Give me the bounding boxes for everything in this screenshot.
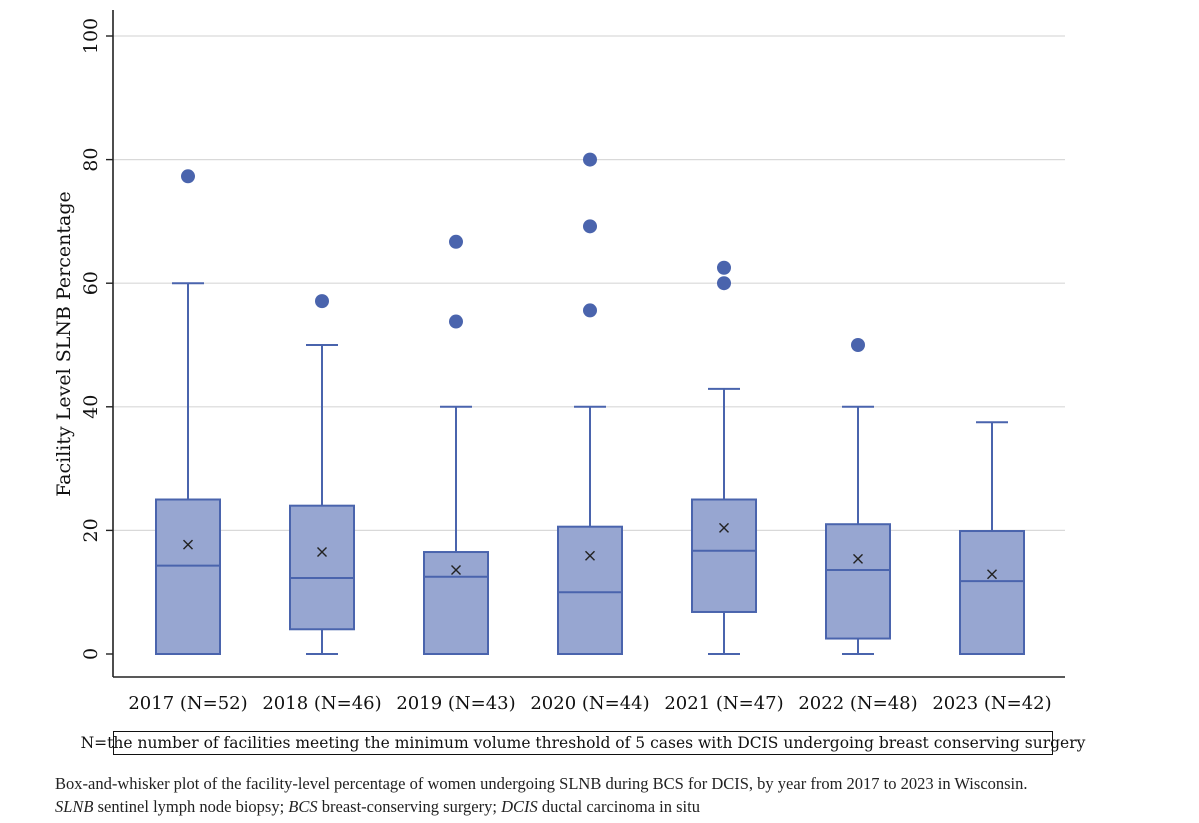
box-2 xyxy=(423,234,489,656)
iqr-box xyxy=(691,498,757,613)
footnote-box: N=the number of facilities meeting the m… xyxy=(81,731,1085,755)
y-tick-label: 0 xyxy=(80,648,102,660)
box-1 xyxy=(289,294,355,655)
figure-caption: Box-and-whisker plot of the facility-lev… xyxy=(55,772,1185,818)
x-tick-label: 2019 (N=43) xyxy=(396,693,515,714)
x-tick-label: 2020 (N=44) xyxy=(530,693,649,714)
boxes xyxy=(155,152,1025,656)
y-axis-label: Facility Level SLNB Percentage xyxy=(53,191,75,496)
x-tick-label: 2021 (N=47) xyxy=(664,693,783,714)
abbr-slnb: SLNB xyxy=(55,797,94,816)
iqr-box xyxy=(155,498,221,655)
y-tick-label: 40 xyxy=(80,395,102,419)
outlier-point xyxy=(449,234,463,249)
box-3 xyxy=(557,152,623,656)
outlier-point xyxy=(583,303,597,318)
outlier-point xyxy=(181,169,195,184)
outlier-point xyxy=(315,294,329,309)
mean-marker xyxy=(719,522,729,533)
box-0 xyxy=(155,169,221,655)
y-tick-label: 80 xyxy=(80,148,102,172)
x-tick-label: 2018 (N=46) xyxy=(262,693,381,714)
outlier-point xyxy=(851,338,865,352)
iqr-box xyxy=(959,530,1025,656)
abbr-slnb-def: sentinel lymph node biopsy; xyxy=(93,797,289,816)
outlier-point xyxy=(717,276,731,291)
box-5 xyxy=(825,338,891,655)
mean-marker xyxy=(853,553,863,564)
abbr-bcs: BCS xyxy=(288,797,318,816)
gridlines xyxy=(113,35,1065,532)
x-tick-label: 2023 (N=42) xyxy=(932,693,1051,714)
iqr-box xyxy=(289,504,355,631)
mean-marker xyxy=(183,539,193,550)
outlier-point xyxy=(583,152,597,167)
y-tick-label: 20 xyxy=(80,518,102,542)
y-ticks: 0 20 40 60 80 100 xyxy=(80,18,113,660)
x-tick-labels: 2017 (N=52) 2018 (N=46) 2019 (N=43) 2020 (N… xyxy=(128,693,1051,714)
iqr-box xyxy=(825,523,891,640)
x-tick-label: 2022 (N=48) xyxy=(798,693,917,714)
y-tick-label: 60 xyxy=(80,271,102,295)
mean-marker xyxy=(987,569,997,580)
axes xyxy=(112,10,1065,678)
x-tick-label: 2017 (N=52) xyxy=(128,693,247,714)
caption-line-1: Box-and-whisker plot of the facility-lev… xyxy=(55,774,1028,793)
outlier-point xyxy=(717,260,731,275)
mean-marker xyxy=(317,547,327,558)
mean-marker xyxy=(585,550,595,561)
y-tick-label: 100 xyxy=(80,18,102,54)
caption-line-2: SLNB sentinel lymph node biopsy; BCS bre… xyxy=(55,795,1185,818)
box-4 xyxy=(691,260,757,655)
iqr-box xyxy=(557,525,623,656)
abbr-dcis: DCIS xyxy=(501,797,538,816)
footnote-text: N=the number of facilities meeting the m… xyxy=(80,734,1086,752)
box-6 xyxy=(959,421,1025,656)
outlier-point xyxy=(583,219,597,234)
abbr-bcs-def: breast-conserving surgery; xyxy=(317,797,502,816)
mean-marker xyxy=(451,564,461,575)
iqr-box xyxy=(423,551,489,656)
box-plot-chart: 0 20 40 60 80 100 2017 (N=52) 2018 (N=46) 2019 … xyxy=(53,10,1065,714)
outlier-point xyxy=(449,314,463,329)
abbr-dcis-def: ductal carcinoma in situ xyxy=(537,797,700,816)
